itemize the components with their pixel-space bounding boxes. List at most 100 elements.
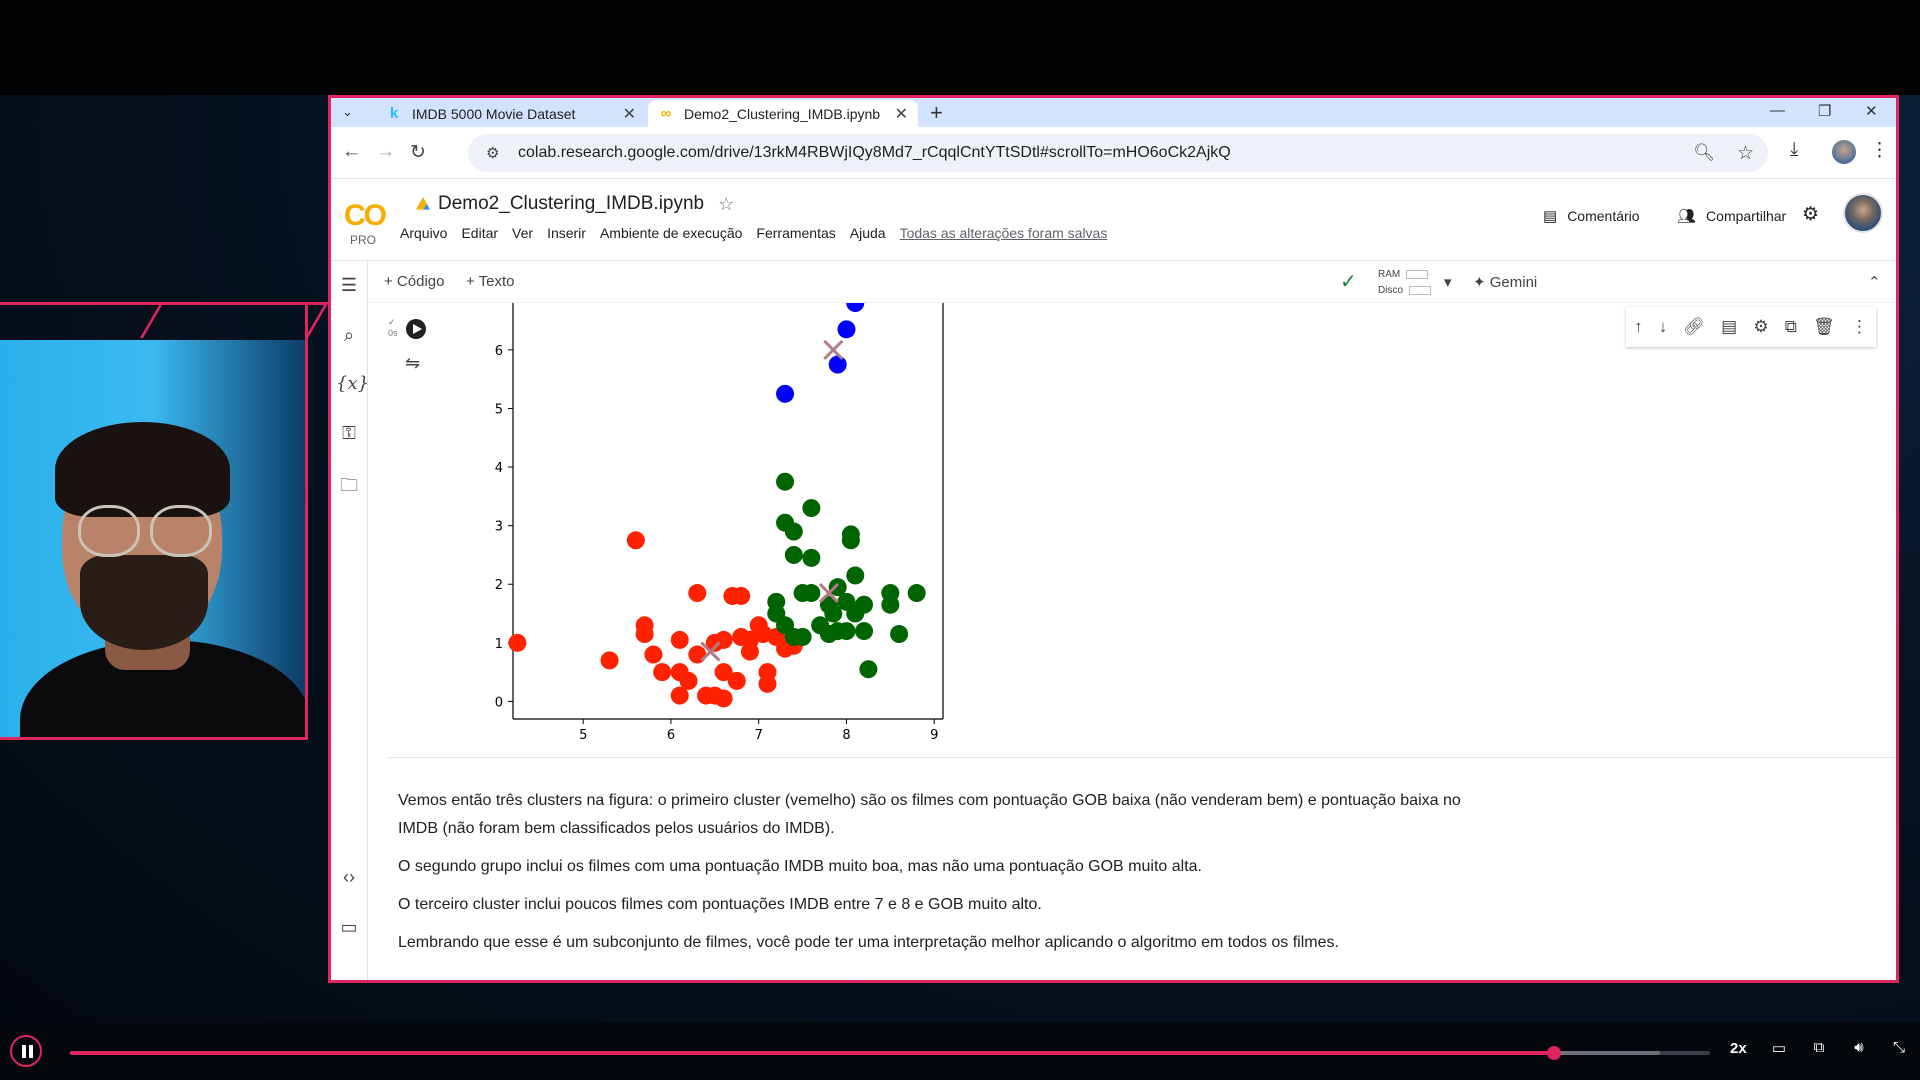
address-bar[interactable]: ⚙ colab.research.google.com/drive/13rkM4… — [468, 134, 1768, 172]
data-point — [824, 604, 843, 623]
data-point — [727, 671, 746, 690]
link-icon[interactable]: 🔗︎ — [1683, 317, 1705, 336]
data-point — [776, 472, 795, 491]
restore-icon[interactable]: ❐ — [1818, 103, 1832, 120]
reload-icon[interactable]: ↻ — [410, 142, 426, 163]
data-point — [828, 355, 847, 374]
kaggle-icon: k — [389, 104, 399, 122]
tab-search-icon[interactable]: ⌄ — [342, 104, 353, 119]
notebook-title[interactable]: Demo2_Clustering_IMDB.ipynb ☆ — [416, 193, 734, 215]
variables-icon[interactable]: {x} — [336, 373, 370, 394]
code-cell[interactable]: ✓ 0s ⇋ 5 6 7 8 9 0 1 2 3 4 5 6 — [388, 303, 1897, 758]
gemini-button[interactable]: ✦ Gemini — [1473, 273, 1537, 291]
markdown-paragraph: Lembrando que esse é um subconjunto de f… — [398, 934, 1339, 951]
files-folder-icon[interactable]: 🗀︎ — [340, 475, 358, 495]
share-button[interactable]: 👥︎ Compartilhar — [1677, 207, 1786, 225]
move-down-icon[interactable]: ↓ — [1658, 317, 1668, 336]
data-point — [758, 674, 777, 693]
url-text[interactable]: colab.research.google.com/drive/13rkM4RB… — [518, 144, 1231, 161]
markdown-paragraph: O segundo grupo inclui os filmes com uma… — [398, 858, 1202, 875]
menu-ajuda[interactable]: Ajuda — [849, 225, 886, 241]
tab-imdb-dataset[interactable]: k IMDB 5000 Movie Dataset ✕ — [376, 100, 646, 127]
background-top — [0, 0, 1920, 95]
collapse-header-icon[interactable]: ⌃ — [1868, 274, 1881, 291]
data-point — [802, 499, 821, 518]
tab-label: IMDB 5000 Movie Dataset — [412, 105, 576, 122]
back-icon[interactable]: ← — [342, 141, 361, 162]
data-point — [776, 384, 795, 403]
data-point — [793, 627, 812, 646]
settings-gear-icon[interactable]: ⚙ — [1802, 204, 1820, 225]
cell-settings-icon[interactable]: ⚙ — [1753, 317, 1769, 336]
delete-icon[interactable]: 🗑︎ — [1813, 317, 1835, 336]
bookmark-star-icon[interactable]: ☆ — [1736, 142, 1754, 164]
menu-arquivo[interactable]: Arquivo — [400, 225, 448, 241]
search-icon[interactable]: ⌕ — [343, 325, 355, 345]
menu-ferramentas[interactable]: Ferramentas — [756, 225, 836, 241]
notebook-title-text[interactable]: Demo2_Clustering_IMDB.ipynb — [438, 193, 705, 214]
comment-cell-icon[interactable]: ▤ — [1721, 317, 1738, 336]
minimize-icon[interactable]: — — [1770, 102, 1785, 119]
data-point — [855, 622, 874, 641]
pause-button[interactable] — [10, 1035, 42, 1067]
table-of-contents-icon[interactable]: ☰ — [340, 275, 358, 295]
close-tab-icon[interactable]: ✕ — [894, 105, 908, 123]
save-status[interactable]: Todas as alterações foram salvas — [899, 225, 1108, 241]
markdown-cell[interactable]: Vemos então três clusters na figura: o p… — [398, 787, 1498, 967]
data-point — [714, 663, 733, 682]
runtime-dropdown-icon[interactable]: ▾ — [1444, 274, 1452, 291]
picture-in-picture-icon[interactable]: ⧉ — [1813, 1039, 1825, 1056]
share-label: Compartilhar — [1706, 208, 1787, 224]
data-point — [635, 625, 654, 644]
plan-label: PRO — [350, 233, 377, 247]
resources-indicator[interactable]: RAM Disco — [1378, 267, 1432, 299]
data-point — [784, 545, 803, 564]
terminal-icon[interactable]: ▭ — [340, 917, 358, 937]
volume-icon[interactable]: 🔊︎ — [1854, 1039, 1864, 1056]
add-text-button[interactable]: + Texto — [466, 273, 515, 290]
tab-colab-notebook[interactable]: ∞ Demo2_Clustering_IMDB.ipynb ✕ — [648, 100, 918, 127]
new-tab-icon[interactable]: + — [930, 100, 943, 125]
close-window-icon[interactable]: ✕ — [1865, 103, 1878, 120]
data-point — [600, 651, 619, 670]
menu-ver[interactable]: Ver — [512, 225, 534, 241]
code-snippets-icon[interactable]: ‹› — [343, 867, 355, 887]
menu-editar[interactable]: Editar — [461, 225, 499, 241]
data-point — [828, 578, 847, 597]
captions-icon[interactable]: ▭ — [1771, 1040, 1787, 1057]
more-options-icon[interactable]: ⋮ — [1850, 317, 1868, 336]
video-player-bar: 2x ▭ ⧉ 🔊︎ ⤡ — [0, 1022, 1920, 1080]
x-tick-label: 6 — [667, 728, 675, 743]
menu-inserir[interactable]: Inserir — [547, 225, 586, 241]
mirror-cell-icon[interactable]: ⧉ — [1784, 317, 1797, 336]
comment-button[interactable]: ▤ Comentário — [1543, 207, 1640, 225]
site-settings-icon[interactable]: ⚙ — [486, 145, 500, 162]
add-code-button[interactable]: + Código — [384, 273, 445, 290]
data-point — [508, 633, 527, 652]
webcam-feed — [0, 340, 305, 737]
data-point — [688, 584, 707, 603]
data-point — [670, 686, 689, 705]
output-actions-icon[interactable]: ⇋ — [405, 353, 421, 373]
playback-speed[interactable]: 2x — [1730, 1040, 1747, 1057]
close-tab-icon[interactable]: ✕ — [622, 105, 636, 123]
browser-profile-avatar[interactable] — [1832, 140, 1856, 164]
run-cell-button[interactable] — [406, 319, 426, 339]
forward-icon[interactable]: → — [376, 141, 395, 162]
fullscreen-icon[interactable]: ⤡ — [1892, 1039, 1905, 1056]
x-tick-label: 5 — [579, 728, 587, 743]
star-icon[interactable]: ☆ — [718, 193, 735, 214]
user-avatar[interactable] — [1843, 193, 1883, 233]
colab-logo[interactable]: CO — [344, 199, 387, 232]
tab-bar: ⌄ k IMDB 5000 Movie Dataset ✕ ∞ Demo2_Cl… — [330, 97, 1897, 127]
seek-handle[interactable] — [1547, 1046, 1562, 1060]
seek-bar[interactable] — [70, 1046, 1710, 1060]
menu-ambiente[interactable]: Ambiente de execução — [599, 225, 743, 241]
move-up-icon[interactable]: ↑ — [1634, 317, 1643, 336]
zoom-icon[interactable]: 🔍︎ — [1693, 143, 1715, 162]
data-point — [679, 671, 698, 690]
download-icon[interactable]: ⤓ — [1790, 139, 1799, 160]
secrets-key-icon[interactable]: ⚿ — [342, 423, 356, 443]
data-point — [846, 566, 865, 585]
browser-menu-icon[interactable]: ⋮ — [1870, 140, 1889, 161]
